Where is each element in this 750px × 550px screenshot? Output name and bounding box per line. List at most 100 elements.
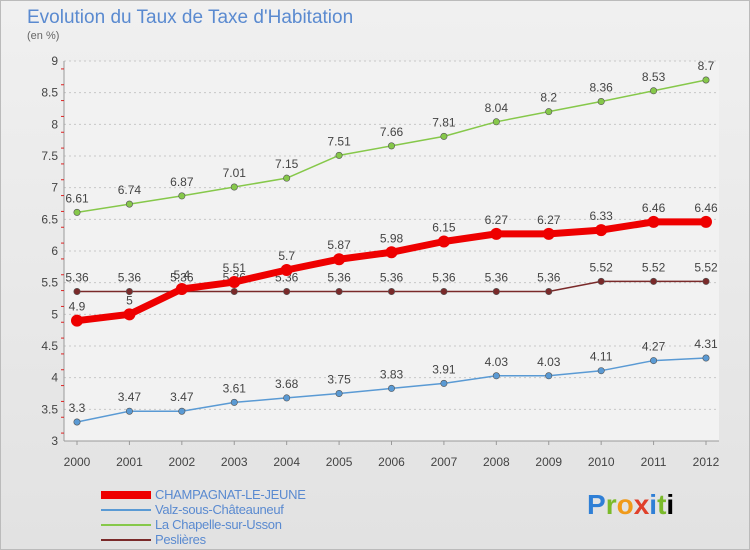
data-point xyxy=(545,108,553,116)
data-point xyxy=(71,314,83,327)
data-label: 5.51 xyxy=(223,261,247,275)
data-point xyxy=(545,372,553,380)
legend-swatch xyxy=(101,490,151,499)
data-label: 5.36 xyxy=(380,271,404,285)
logo-letter: r xyxy=(605,489,617,520)
data-label: 6.46 xyxy=(642,201,666,215)
logo-letter: t xyxy=(657,489,667,520)
data-point xyxy=(437,235,450,248)
data-point xyxy=(542,227,555,240)
x-tick-label: 2000 xyxy=(64,455,91,469)
legend-label: Peslières xyxy=(155,532,206,547)
data-point xyxy=(702,277,710,285)
data-label: 6.15 xyxy=(432,221,456,235)
data-label: 4.03 xyxy=(485,355,509,369)
legend-item: Valz-sous-Châteauneuf xyxy=(101,502,306,517)
proxiti-logo: Proxiti xyxy=(587,489,674,521)
data-label: 5.52 xyxy=(642,260,666,274)
data-label: 5.4 xyxy=(173,268,190,282)
data-label: 5.52 xyxy=(589,260,613,274)
y-tick-label: 6 xyxy=(51,244,58,258)
data-label: 5.52 xyxy=(694,260,718,274)
x-tick-label: 2001 xyxy=(116,455,143,469)
data-label: 5.36 xyxy=(327,271,351,285)
data-label: 5.87 xyxy=(327,238,351,252)
y-tick-label: 8.5 xyxy=(41,86,58,100)
data-point xyxy=(387,384,395,392)
data-point xyxy=(125,200,133,208)
data-point xyxy=(597,277,605,285)
data-label: 8.7 xyxy=(698,59,715,73)
data-label: 5.36 xyxy=(118,271,142,285)
chart-title: Evolution du Taux de Taxe d'Habitation xyxy=(27,7,354,28)
data-label: 5.7 xyxy=(278,249,295,263)
data-label: 6.27 xyxy=(485,213,509,227)
data-label: 5.36 xyxy=(432,271,456,285)
data-point xyxy=(650,357,658,365)
legend-swatch xyxy=(101,523,151,526)
data-label: 8.2 xyxy=(540,91,557,105)
x-tick-label: 2003 xyxy=(221,455,248,469)
data-label: 5 xyxy=(126,293,133,307)
legend-item: La Chapelle-sur-Usson xyxy=(101,517,306,532)
legend-swatch xyxy=(101,538,151,541)
data-point xyxy=(440,379,448,387)
x-tick-label: 2002 xyxy=(168,455,195,469)
data-point xyxy=(125,407,133,415)
data-point xyxy=(283,288,291,296)
x-tick-label: 2008 xyxy=(483,455,510,469)
data-label: 6.61 xyxy=(65,191,89,205)
data-label: 3.68 xyxy=(275,377,299,391)
data-label: 7.15 xyxy=(275,157,299,171)
data-point xyxy=(650,87,658,95)
logo-letter: o xyxy=(616,489,634,520)
x-tick-label: 2012 xyxy=(693,455,720,469)
y-tick-label: 4 xyxy=(51,371,58,385)
data-label: 4.11 xyxy=(590,350,613,364)
data-label: 3.3 xyxy=(69,401,86,415)
data-point xyxy=(283,174,291,182)
data-label: 3.47 xyxy=(118,390,142,404)
data-label: 3.75 xyxy=(327,373,351,387)
data-point xyxy=(490,227,503,240)
x-tick-label: 2005 xyxy=(326,455,353,469)
data-label: 5.98 xyxy=(380,231,404,245)
data-label: 5.36 xyxy=(65,271,89,285)
data-point xyxy=(178,192,186,200)
legend: CHAMPAGNAT-LE-JEUNE Valz-sous-Châteauneuf… xyxy=(101,487,306,547)
data-point xyxy=(280,264,293,276)
legend-item: Peslières xyxy=(101,532,306,547)
data-point xyxy=(597,367,605,375)
data-point xyxy=(700,215,712,228)
data-point xyxy=(125,288,133,296)
y-tick-label: 8 xyxy=(51,117,58,131)
logo-letter: i xyxy=(666,489,675,520)
x-tick-label: 2010 xyxy=(588,455,615,469)
data-point xyxy=(335,288,343,296)
data-label: 5.36 xyxy=(537,271,561,285)
data-label: 6.27 xyxy=(537,213,561,227)
data-point xyxy=(333,253,346,266)
y-tick-label: 3 xyxy=(51,434,58,448)
legend-swatch xyxy=(101,508,151,511)
data-label: 7.51 xyxy=(327,134,351,148)
data-point xyxy=(178,407,186,415)
data-point xyxy=(230,288,238,296)
data-label: 3.47 xyxy=(170,390,194,404)
logo-letter: x xyxy=(633,489,650,520)
legend-item: CHAMPAGNAT-LE-JEUNE xyxy=(101,487,306,502)
data-point xyxy=(283,394,291,402)
data-label: 3.83 xyxy=(380,367,404,381)
x-tick-label: 2007 xyxy=(431,455,458,469)
data-point xyxy=(230,398,238,406)
x-tick-label: 2011 xyxy=(641,455,667,469)
y-tick-label: 6.5 xyxy=(41,212,58,226)
data-point xyxy=(73,418,81,426)
data-point xyxy=(175,283,188,295)
data-label: 6.87 xyxy=(170,175,194,189)
data-point xyxy=(492,372,500,380)
data-point xyxy=(440,132,448,140)
data-point xyxy=(597,98,605,106)
